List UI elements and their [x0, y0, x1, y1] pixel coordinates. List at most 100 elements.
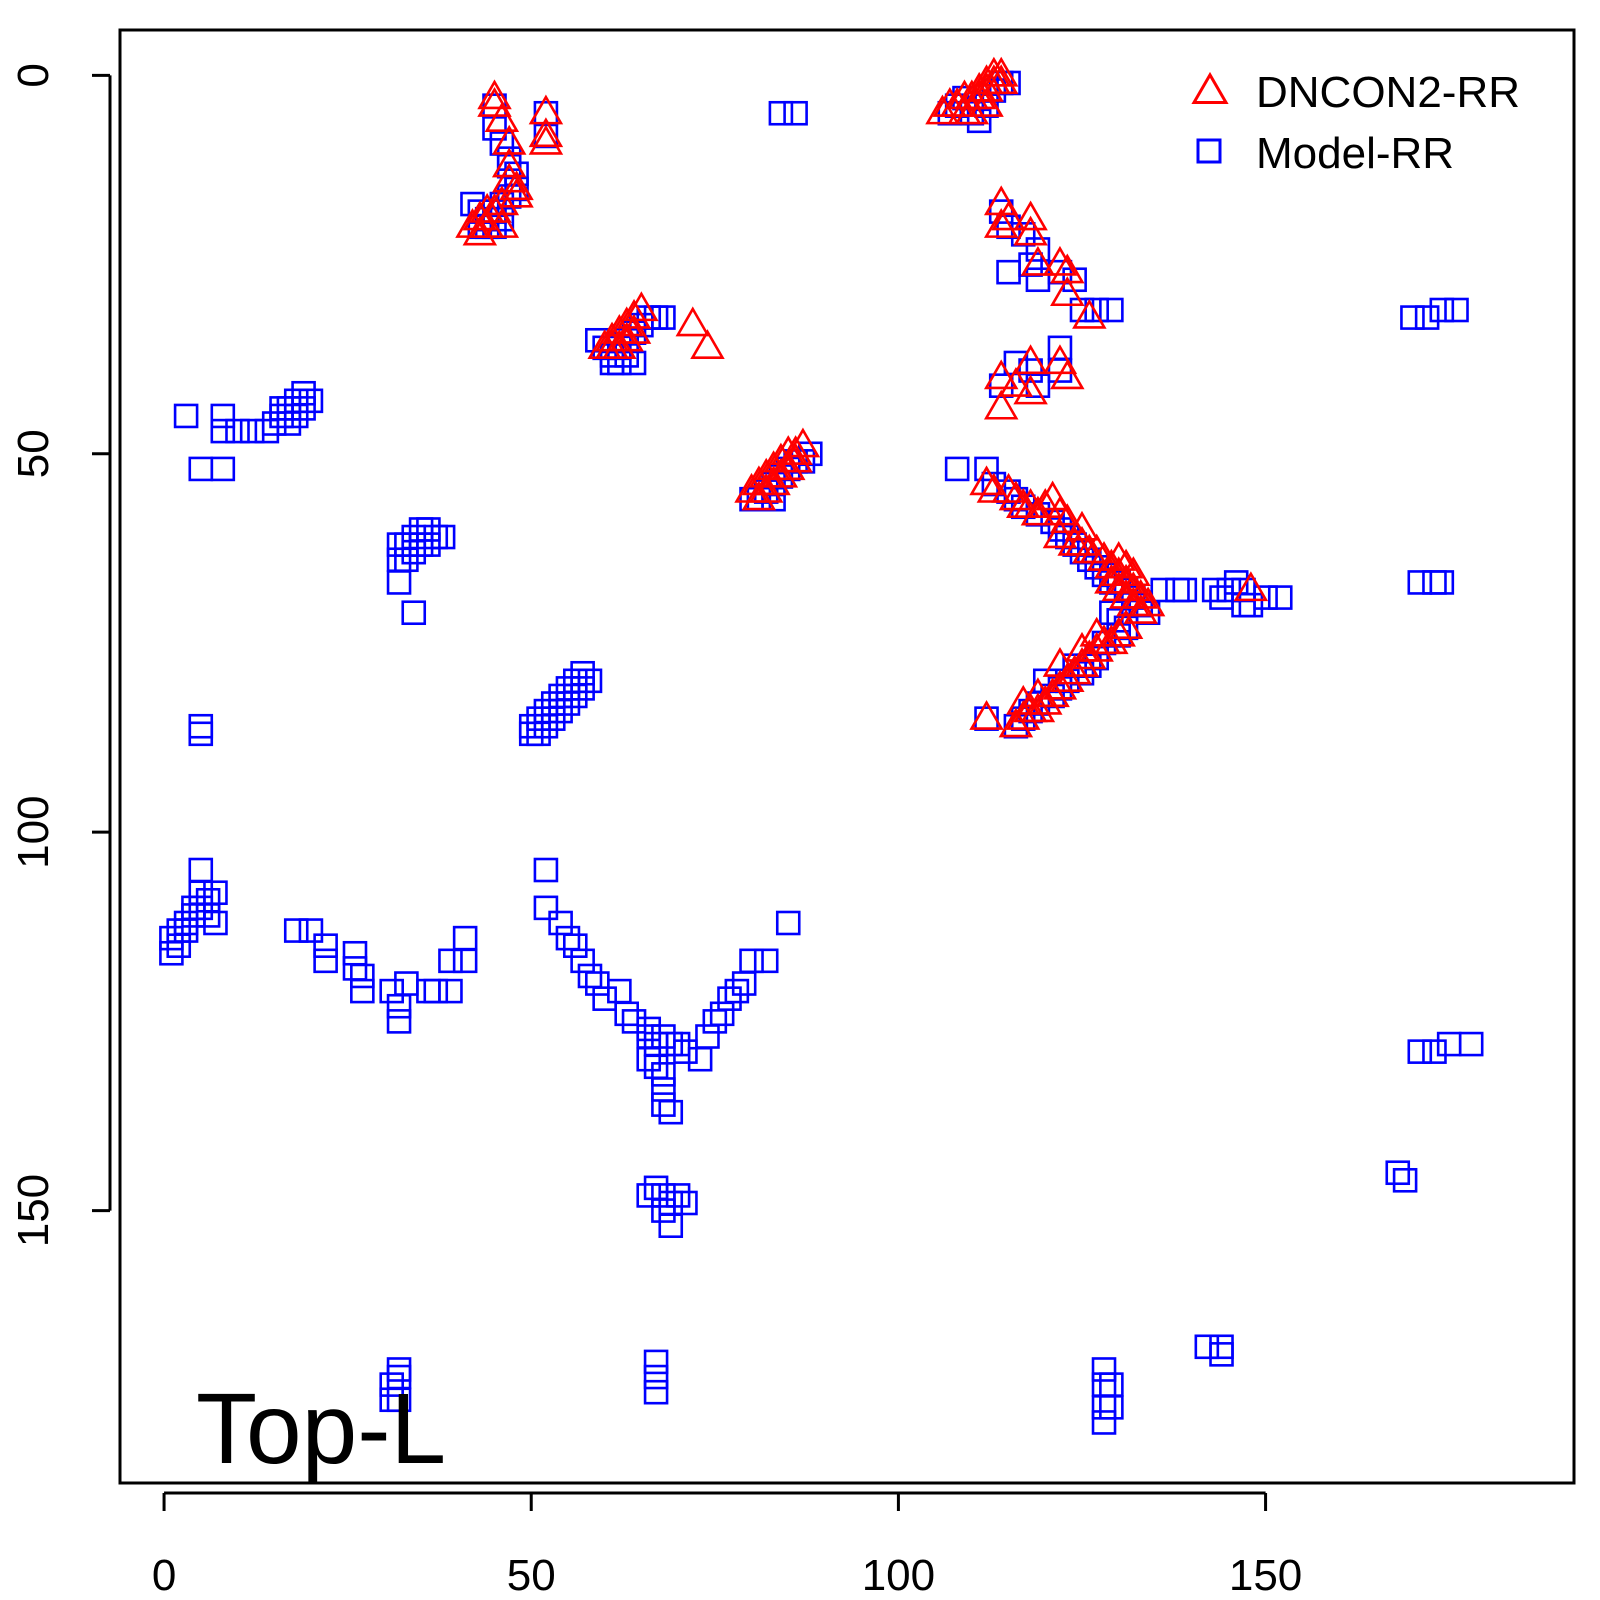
dncon2-rr-point	[1057, 654, 1092, 685]
plot-frame	[118, 28, 1576, 1485]
dncon2-rr-point	[1086, 624, 1122, 655]
dncon2-rr-point	[969, 465, 1004, 496]
model-rr-point	[724, 978, 750, 1004]
model-rr-point	[555, 676, 581, 701]
model-rr-point	[1209, 585, 1234, 610]
dncon2-rr-point	[484, 208, 520, 238]
model-rr-point	[1429, 570, 1455, 595]
model-rr-point	[203, 880, 228, 906]
model-rr-point	[643, 1054, 669, 1080]
model-rr-point	[775, 910, 801, 936]
dncon2-rr-point	[484, 185, 520, 216]
model-rr-point	[526, 721, 551, 747]
dncon2-rr-point	[528, 94, 564, 125]
x-tick-label: 100	[862, 1551, 935, 1600]
legend-label-model: Model-RR	[1256, 129, 1454, 178]
model-rr-point	[739, 948, 764, 974]
model-rr-point	[944, 456, 970, 482]
y-tick-label: 0	[9, 63, 58, 87]
model-rr-point	[658, 1190, 684, 1216]
model-rr-point	[283, 403, 309, 429]
model-rr-point	[974, 456, 999, 482]
model-rr-point	[651, 1198, 676, 1223]
model-rr-point	[166, 918, 192, 943]
model-rr-point	[386, 532, 412, 557]
model-rr-point	[555, 691, 581, 716]
model-rr-point	[350, 978, 375, 1004]
model-rr-point	[651, 1024, 676, 1049]
dncon2-rr-point	[609, 306, 644, 337]
model-rr-point	[210, 403, 236, 429]
model-rr-point	[673, 1039, 698, 1064]
model-rr-point	[533, 857, 559, 883]
dncon2-rr-point	[1013, 200, 1048, 231]
model-rr-point	[607, 978, 632, 1004]
model-rr-point	[173, 910, 199, 936]
model-rr-point	[173, 403, 199, 429]
model-rr-point	[665, 1183, 691, 1208]
dncon2-rr-point	[741, 480, 777, 511]
model-rr-point	[562, 933, 588, 958]
dncon2-rr-point	[998, 366, 1034, 397]
model-rr-point	[203, 910, 228, 936]
dncon2-rr-point	[609, 321, 644, 352]
model-rr-point	[350, 963, 375, 989]
model-rr-point	[548, 683, 573, 709]
dncon2-rr-point	[1013, 374, 1048, 405]
model-rr-point	[1458, 1031, 1484, 1057]
model-rr-point	[394, 532, 419, 557]
dncon2-rr-point	[763, 457, 799, 488]
dncon2-rr-point	[1042, 495, 1078, 526]
dncon2-rr-point	[983, 359, 1019, 390]
dncon2-rr-point	[1028, 684, 1063, 715]
model-rr-point	[577, 963, 603, 989]
model-rr-point	[1216, 577, 1242, 603]
model-rr-point	[518, 721, 544, 747]
model-rr-point	[1150, 577, 1176, 603]
model-rr-point	[1209, 1342, 1234, 1367]
legend-label-dncon2: DNCON2-RR	[1256, 68, 1520, 117]
model-rr-point	[276, 411, 302, 436]
model-rr-point	[173, 918, 199, 943]
model-rr-point	[438, 978, 463, 1004]
model-rr-point	[342, 940, 368, 966]
model-rr-point	[386, 547, 412, 573]
model-rr-point	[408, 532, 434, 557]
model-rr-point	[996, 259, 1021, 285]
model-rr-point	[974, 706, 999, 731]
dncon2-rr-point	[983, 208, 1019, 238]
model-rr-point	[1223, 570, 1249, 595]
model-rr-point	[1099, 297, 1124, 323]
model-rr-point	[533, 713, 559, 739]
dncon2-rr-points	[455, 56, 1269, 738]
model-rr-point	[452, 925, 478, 951]
model-rr-point	[607, 350, 632, 376]
model-rr-point	[1267, 585, 1293, 610]
model-rr-point	[1392, 1167, 1418, 1193]
dncon2-rr-point	[1042, 646, 1078, 677]
dncon2-rr-point	[969, 71, 1004, 102]
dncon2-rr-point	[991, 200, 1026, 231]
dncon2-rr-point	[983, 56, 1019, 87]
dncon2-rr-point	[1020, 495, 1056, 526]
model-rr-point	[1194, 1334, 1220, 1360]
model-rr-point	[643, 1379, 669, 1405]
model-rr-point	[548, 910, 573, 936]
model-rr-point	[430, 524, 456, 550]
dncon2-rr-point	[477, 79, 512, 110]
model-rr-point	[621, 1009, 647, 1034]
model-rr-point	[166, 933, 192, 958]
model-rr-point	[342, 956, 368, 981]
model-rr-point	[643, 1175, 669, 1201]
dncon2-rr-point	[1020, 677, 1056, 708]
model-rr-point	[570, 676, 595, 701]
model-rr-point	[548, 698, 573, 724]
model-rr-point	[636, 1016, 662, 1042]
model-rr-point	[159, 940, 184, 966]
dncon2-rr-point	[1020, 245, 1056, 276]
legend-triangle-icon	[1191, 71, 1229, 105]
model-rr-point	[276, 396, 302, 421]
model-rr-point	[195, 903, 221, 928]
model-rr-point	[181, 903, 206, 928]
